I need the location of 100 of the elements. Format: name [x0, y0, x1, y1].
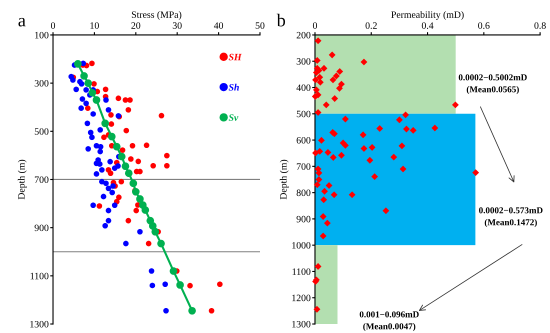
point	[107, 158, 113, 164]
point	[106, 167, 112, 173]
point	[124, 128, 130, 134]
y-tick-label: 500	[296, 110, 310, 118]
point	[116, 194, 122, 200]
point	[80, 72, 88, 80]
point	[150, 162, 156, 169]
point	[217, 281, 223, 288]
y-tick-label: 1300	[292, 320, 310, 328]
point	[120, 147, 126, 153]
point	[146, 240, 152, 246]
point	[84, 120, 90, 126]
point	[164, 162, 170, 169]
annotation: 0.0002−0.573mD (Mean0.1472)	[479, 207, 543, 228]
y-tick-label: 700	[34, 176, 48, 183]
y-tick-label: 300	[34, 80, 48, 87]
x-tick-label: 10	[90, 22, 99, 29]
point	[163, 308, 169, 314]
point	[208, 308, 214, 314]
legend-label: SH	[228, 54, 242, 60]
point	[123, 240, 129, 246]
point	[157, 240, 165, 248]
point	[90, 202, 96, 208]
point	[164, 152, 170, 158]
point	[127, 97, 133, 103]
point	[84, 79, 92, 87]
point	[94, 142, 100, 149]
x-tick-label: 0.8	[534, 22, 546, 29]
point	[90, 111, 96, 117]
point	[118, 178, 124, 184]
point	[101, 134, 107, 140]
point	[151, 228, 160, 236]
point	[85, 105, 91, 111]
legend-label: Sv	[228, 114, 238, 121]
x-axis-title: Permeability (mD)	[391, 11, 464, 20]
x-tick-label: 0	[50, 22, 56, 29]
point	[106, 186, 112, 192]
chart-title: b	[276, 14, 286, 26]
point	[148, 222, 157, 230]
point	[124, 169, 133, 178]
x-tick-label: 0.4	[422, 22, 434, 29]
point	[158, 112, 164, 118]
point	[102, 86, 108, 92]
point	[136, 158, 142, 164]
point	[78, 81, 84, 87]
point	[150, 282, 156, 288]
chart-title: a	[18, 18, 26, 26]
point	[70, 77, 76, 83]
point	[101, 120, 109, 128]
point	[122, 162, 130, 170]
point	[170, 267, 178, 275]
point	[188, 306, 196, 315]
point	[116, 96, 122, 102]
point	[136, 195, 144, 203]
point	[144, 142, 150, 148]
y-tick-label: 300	[296, 58, 310, 65]
point	[115, 163, 121, 169]
point	[137, 228, 143, 235]
point	[118, 152, 126, 160]
y-tick-label: 600	[296, 136, 310, 144]
point	[176, 281, 184, 289]
point	[128, 156, 134, 162]
point	[130, 180, 138, 188]
x-tick-label: 50	[256, 22, 264, 29]
y-tick-label: 400	[296, 84, 310, 91]
point	[162, 281, 168, 288]
point	[89, 134, 95, 140]
annotation: 0.001−0.096mD (Mean0.0047)	[360, 311, 419, 332]
point	[89, 60, 95, 66]
point	[106, 208, 112, 214]
point	[126, 107, 132, 113]
x-tick-label: 40	[214, 22, 224, 29]
point	[103, 180, 109, 186]
point	[78, 105, 84, 111]
y-tick-label: 700	[296, 163, 310, 170]
point	[133, 208, 139, 214]
point	[97, 127, 103, 133]
point	[100, 194, 106, 200]
point	[109, 190, 115, 196]
point	[88, 130, 94, 136]
legend-label: Sh	[228, 84, 239, 91]
point	[85, 146, 91, 152]
y-tick-label: 500	[34, 128, 48, 135]
point	[132, 188, 140, 196]
point	[94, 171, 100, 177]
point	[102, 222, 108, 229]
point	[96, 203, 102, 209]
y-tick-label: 1000	[292, 242, 310, 249]
x-tick-label: 30	[172, 22, 182, 29]
y-axis-title: Depth (m)	[280, 160, 289, 200]
point	[130, 142, 136, 149]
point	[73, 86, 79, 92]
point	[112, 142, 121, 151]
point	[99, 167, 105, 173]
point	[108, 132, 116, 140]
point	[142, 206, 150, 214]
point	[74, 60, 82, 68]
x-tick-label: 0.2	[366, 22, 377, 29]
point	[83, 87, 89, 93]
point	[103, 97, 109, 103]
